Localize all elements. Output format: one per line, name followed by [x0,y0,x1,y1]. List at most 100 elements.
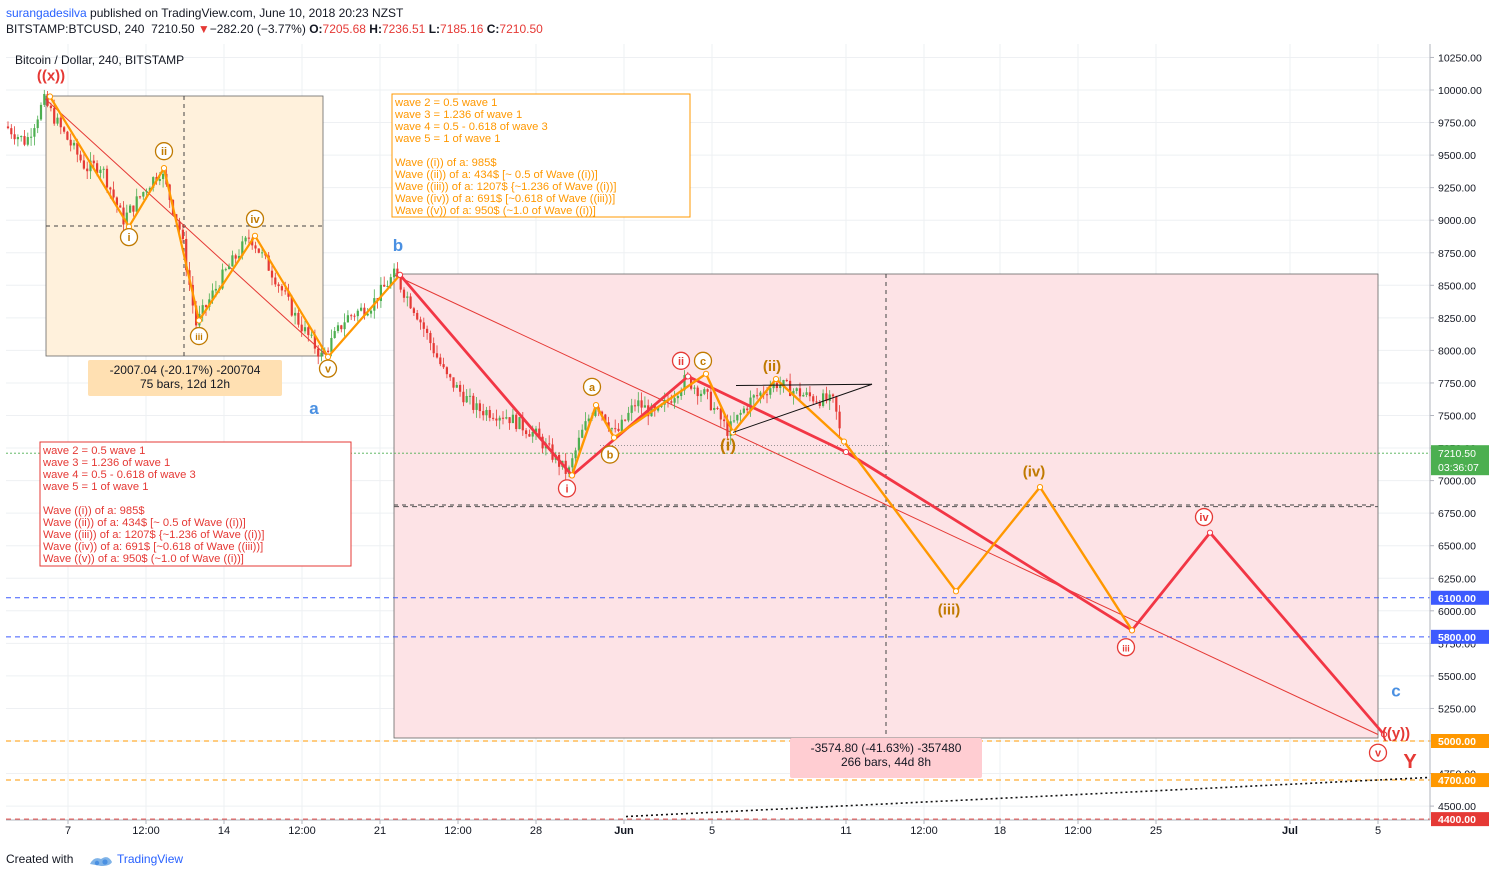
wave-label-text: ii [678,356,684,368]
candle-body [320,352,323,357]
candle-body [30,136,33,138]
wave-label-circle [1368,743,1388,762]
support-dotted-line [625,776,1431,818]
candle-body [699,393,703,397]
candle-body [336,325,340,332]
candle-body [706,389,709,392]
candle-body [195,305,198,326]
candle-body [125,212,128,225]
tradingview-link[interactable]: TradingView [117,852,184,866]
candle-body [617,428,620,431]
candle-body [640,400,643,408]
wave-label-circle [600,445,620,464]
candle-body [614,428,617,430]
candle-body [56,117,59,124]
candle-body [498,417,501,421]
measure-label-text: -2007.04 (-20.17%) -200704 [110,363,261,377]
annotation-line: Wave ((i)) of a: 985$ [43,505,145,517]
wave-label-circle [154,142,174,161]
candle-body [142,192,145,197]
candle-body [739,412,742,415]
wave-label-text: b [607,450,614,462]
price-level-tag: 6100.00 [1431,590,1489,605]
candle-body [69,139,72,146]
candle-body [746,408,749,411]
price-level-tag-bg [1431,734,1489,748]
annotation-line: Wave ((ii)) of a: 434$ [~ 0.5 of Wave ((… [395,169,598,181]
chart-area[interactable]: ((x)) ii i iv iii v a b a b i ii c (ii) (i) (iv) (iii) iv… [6,44,1490,850]
candle-body [475,403,478,410]
wave-label-text: iii [195,332,203,342]
chart-header: surangadesilva published on TradingView.… [0,0,1496,44]
wave-pivot-point [1128,627,1136,634]
candle-body [294,312,297,316]
time-tick-label: 12:00 [910,825,938,837]
candle-body [825,393,828,402]
candle-body [267,255,270,271]
candle-body [624,419,627,421]
annotation-line: Wave ((iii)) of a: 1207$ {~1.236 of Wave… [395,181,616,193]
time-tick-label: 12:00 [288,825,316,837]
wave-label: ii [671,351,691,370]
candle-body [518,417,521,430]
candle-body [765,394,769,396]
price-tick-label: 6000.00 [1438,606,1476,618]
current-price-tag: 7210.50 03:36:07 [1431,445,1489,476]
candle-body [76,142,79,155]
candle-body [492,417,495,419]
price-tick-label: 9250.00 [1438,183,1476,195]
author-link[interactable]: surangadesilva [6,6,87,20]
candle-body [419,319,422,323]
candle-body [779,385,782,389]
trend-line-c [393,274,1379,735]
wave-label-circle [1116,638,1136,657]
candle-body [478,403,481,412]
candle-body [33,128,36,137]
candle-body [538,428,541,437]
candle-body [713,407,716,410]
wave-label: iii [1116,638,1136,657]
wave-pivot-point [1380,731,1388,738]
candle-body [676,396,679,399]
wave-label-text: i [565,483,568,495]
candle-body [211,290,214,300]
price-level-tag-bg [1431,773,1489,788]
candle-body [716,407,719,409]
candle-body [680,390,683,397]
candle-body [369,310,373,314]
candle-body [818,401,821,406]
wave-label: i [119,227,139,247]
candle-body [363,307,366,316]
candle-body [812,396,815,402]
candle-body [756,395,759,397]
annotation-box-frame [39,441,352,567]
wave-pivot-point [46,93,54,100]
candle-body [224,269,227,271]
candle-body [577,437,580,451]
candle-body [89,160,92,172]
close-label: C: [486,22,500,36]
tradingview-logo-icon [90,857,112,866]
price-tick-label: 8750.00 [1438,248,1476,260]
candle-body [82,160,85,169]
candle-body [594,407,597,416]
wave-pivot-point [772,375,780,383]
candle-body [673,398,676,403]
price-level-tag-bg [1431,812,1489,827]
candle-body [719,408,722,420]
candle-body [752,395,755,398]
candle-body [303,327,307,332]
annotation-line: wave 5 = 1 of wave 1 [394,133,500,145]
wave-label-circle [119,227,139,247]
candle-body [346,315,349,323]
candle-body [432,343,435,354]
high-label: H: [369,22,382,36]
time-tick-label: 7 [65,825,71,837]
candle-body [769,388,772,395]
candle-body [389,277,392,287]
candle-body [26,137,29,145]
candle-body [785,380,788,382]
